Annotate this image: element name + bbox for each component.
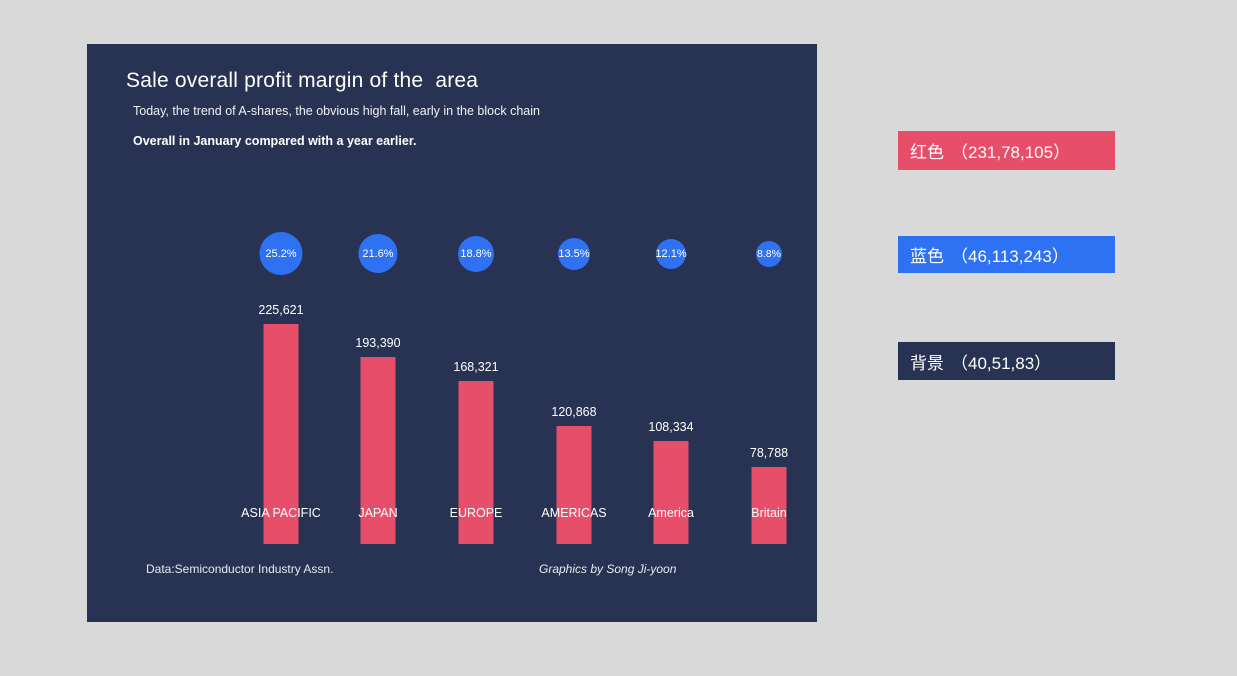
bar-value-label: 225,621 [258,303,304,317]
legend-chip-red: 红色 （231,78,105） [898,131,1115,170]
chart-column: 12.1% 108,334 America [611,44,731,622]
category-label-americas: AMERICAS [541,506,607,520]
chart-kicker-text: Overall in January compared with a year … [133,134,417,148]
data-source-note: Data:Semiconductor Industry Assn. [146,562,334,576]
bar-value-label: 78,788 [749,446,789,460]
category-label-america: America [648,506,694,520]
chart-subtitle: Today, the trend of A-shares, the obviou… [133,104,540,118]
legend-chip-blue: 蓝色 （46,113,243） [898,236,1115,273]
infographic-panel: Sale overall profit margin of the area T… [87,44,817,622]
legend-background-name: 背景 [910,353,944,373]
bar-americas[interactable] [556,426,592,544]
percent-bubble: 8.8% [756,241,782,267]
category-label-asia-pacific: ASIA PACIFIC [241,506,321,520]
percent-bubble: 13.5% [558,238,590,270]
page-title: Sale overall profit margin of the area [126,69,479,92]
legend-red-rgb: （231,78,105） [951,143,1071,162]
legend-background-rgb: （40,51,83） [951,353,1052,373]
bar-chart-plot-area: 25.2% 225,621 ASIA PACIFIC 21.6% 193,390… [87,44,817,622]
chart-column: 25.2% 225,621 ASIA PACIFIC [221,44,341,622]
bar-value-label: 108,334 [648,420,694,434]
category-label-europe: EUROPE [449,506,503,520]
bar-value-label: 193,390 [355,336,401,350]
bar-japan[interactable] [360,357,396,544]
graphics-credit-note: Graphics by Song Ji-yoon [539,562,677,576]
bar-value-label: 168,321 [453,360,499,374]
bar-europe[interactable] [458,381,494,544]
legend-red-name: 红色 [910,143,944,162]
percent-bubble: 18.8% [458,236,494,272]
chart-column: 8.8% 78,788 Britain [709,44,829,622]
category-label-japan: JAPAN [358,506,398,520]
bar-britain[interactable] [751,467,787,544]
legend-blue-rgb: （46,113,243） [951,247,1069,266]
chart-column: 21.6% 193,390 JAPAN [318,44,438,622]
color-legend: 红色 （231,78,105） 蓝色 （46,113,243） 背景 （40,5… [898,131,1128,391]
legend-blue-name: 蓝色 [910,247,944,266]
bar-asia-pacific[interactable] [263,324,299,544]
chart-column: 18.8% 168,321 EUROPE [416,44,536,622]
percent-bubble: 21.6% [358,234,398,273]
chart-column: 13.5% 120,868 AMERICAS [514,44,634,622]
percent-bubble: 25.2% [259,232,303,275]
bar-value-label: 120,868 [551,405,597,419]
legend-chip-background: 背景 （40,51,83） [898,342,1115,380]
percent-bubble: 12.1% [655,239,687,269]
category-label-britain: Britain [751,506,787,520]
bar-america[interactable] [653,441,689,544]
